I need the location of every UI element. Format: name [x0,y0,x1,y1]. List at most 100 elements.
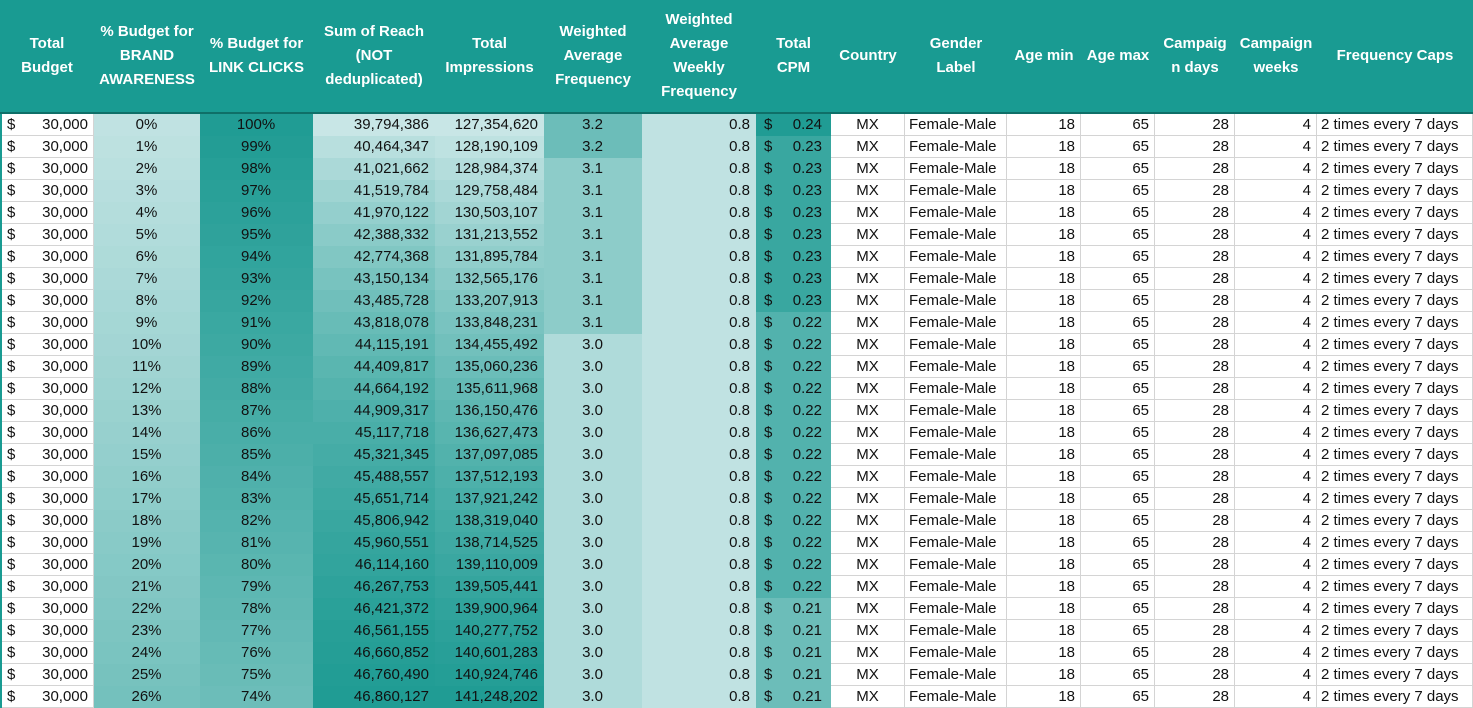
table-cell[interactable]: Female-Male [905,356,1007,378]
table-cell[interactable]: MX [831,246,905,268]
table-cell[interactable]: 3.0 [544,598,642,620]
table-cell[interactable]: 4 [1235,422,1317,444]
table-cell[interactable]: 65 [1081,422,1155,444]
table-cell[interactable]: 3.0 [544,400,642,422]
table-cell[interactable]: 1% [94,136,200,158]
table-cell[interactable]: 4 [1235,686,1317,708]
table-cell[interactable]: 140,924,746 [435,664,544,686]
table-cell[interactable]: 4 [1235,268,1317,290]
table-cell[interactable]: 65 [1081,488,1155,510]
table-cell[interactable]: 45,960,551 [313,532,435,554]
table-cell[interactable]: 129,758,484 [435,180,544,202]
table-cell[interactable]: 2 times every 7 days [1317,290,1473,312]
table-cell[interactable]: 40,464,347 [313,136,435,158]
table-cell[interactable]: $30,000 [0,246,94,268]
table-cell[interactable]: 78% [200,598,313,620]
table-cell[interactable]: Female-Male [905,312,1007,334]
table-cell[interactable]: 43,818,078 [313,312,435,334]
table-cell[interactable]: $30,000 [0,686,94,708]
table-cell[interactable]: 2 times every 7 days [1317,158,1473,180]
table-cell[interactable]: 140,601,283 [435,642,544,664]
table-cell[interactable]: 7% [94,268,200,290]
table-cell[interactable]: 16% [94,466,200,488]
table-cell[interactable]: 2 times every 7 days [1317,334,1473,356]
table-cell[interactable]: 99% [200,136,313,158]
table-cell[interactable]: 3.0 [544,334,642,356]
table-cell[interactable]: 4 [1235,598,1317,620]
table-cell[interactable]: 2 times every 7 days [1317,642,1473,664]
table-cell[interactable]: 133,207,913 [435,290,544,312]
column-header[interactable]: Weighted Average Frequency [555,23,631,88]
table-cell[interactable]: 2 times every 7 days [1317,378,1473,400]
table-cell[interactable]: 4 [1235,400,1317,422]
table-cell[interactable]: 3.0 [544,554,642,576]
table-cell[interactable]: $0.23 [756,180,831,202]
table-cell[interactable]: MX [831,664,905,686]
table-cell[interactable]: 0.8 [642,554,756,576]
table-cell[interactable]: 3.0 [544,510,642,532]
table-cell[interactable]: 4 [1235,158,1317,180]
table-cell[interactable]: 0.8 [642,202,756,224]
table-cell[interactable]: 18% [94,510,200,532]
table-cell[interactable]: 46,760,490 [313,664,435,686]
table-cell[interactable]: MX [831,444,905,466]
table-cell[interactable]: 139,505,441 [435,576,544,598]
table-cell[interactable]: $0.22 [756,576,831,598]
table-cell[interactable]: 3.0 [544,642,642,664]
table-cell[interactable]: 3.0 [544,378,642,400]
table-cell[interactable]: 2 times every 7 days [1317,268,1473,290]
table-cell[interactable]: 0.8 [642,180,756,202]
table-cell[interactable]: $30,000 [0,290,94,312]
table-cell[interactable]: 4 [1235,356,1317,378]
table-cell[interactable]: 28 [1155,180,1235,202]
table-cell[interactable]: 85% [200,444,313,466]
table-cell[interactable]: $0.23 [756,202,831,224]
table-cell[interactable]: 17% [94,488,200,510]
table-cell[interactable]: 28 [1155,422,1235,444]
table-cell[interactable]: 45,651,714 [313,488,435,510]
table-cell[interactable]: 65 [1081,224,1155,246]
table-cell[interactable]: $30,000 [0,334,94,356]
table-cell[interactable]: $30,000 [0,466,94,488]
table-cell[interactable]: 18 [1007,224,1081,246]
table-cell[interactable]: 4 [1235,664,1317,686]
table-cell[interactable]: 28 [1155,356,1235,378]
table-cell[interactable]: 2 times every 7 days [1317,444,1473,466]
table-cell[interactable]: 18 [1007,334,1081,356]
table-cell[interactable]: $30,000 [0,664,94,686]
table-cell[interactable]: 2 times every 7 days [1317,180,1473,202]
table-cell[interactable]: 3.1 [544,180,642,202]
table-cell[interactable]: $30,000 [0,422,94,444]
table-cell[interactable]: Female-Male [905,136,1007,158]
table-cell[interactable]: $0.22 [756,532,831,554]
table-cell[interactable]: Female-Male [905,246,1007,268]
table-cell[interactable]: 18 [1007,114,1081,136]
table-cell[interactable]: 0.8 [642,510,756,532]
table-cell[interactable]: 128,984,374 [435,158,544,180]
column-header[interactable]: Sum of Reach (NOT deduplicated) [323,23,425,88]
table-cell[interactable]: 5% [94,224,200,246]
table-cell[interactable]: 130,503,107 [435,202,544,224]
table-cell[interactable]: 0.8 [642,620,756,642]
table-cell[interactable]: $30,000 [0,642,94,664]
table-cell[interactable]: 95% [200,224,313,246]
table-cell[interactable]: 65 [1081,598,1155,620]
table-cell[interactable]: 139,110,009 [435,554,544,576]
table-cell[interactable]: 65 [1081,268,1155,290]
table-cell[interactable]: 91% [200,312,313,334]
table-cell[interactable]: $30,000 [0,268,94,290]
table-cell[interactable]: 0.8 [642,224,756,246]
table-cell[interactable]: 0.8 [642,114,756,136]
table-cell[interactable]: 4 [1235,136,1317,158]
table-cell[interactable]: 3.0 [544,532,642,554]
table-cell[interactable]: 18 [1007,158,1081,180]
table-cell[interactable]: 28 [1155,488,1235,510]
table-cell[interactable]: MX [831,180,905,202]
table-cell[interactable]: 18 [1007,598,1081,620]
table-cell[interactable]: 18 [1007,620,1081,642]
table-cell[interactable]: 127,354,620 [435,114,544,136]
table-cell[interactable]: $30,000 [0,554,94,576]
table-cell[interactable]: 65 [1081,180,1155,202]
table-cell[interactable]: 137,097,085 [435,444,544,466]
table-cell[interactable]: $0.23 [756,268,831,290]
